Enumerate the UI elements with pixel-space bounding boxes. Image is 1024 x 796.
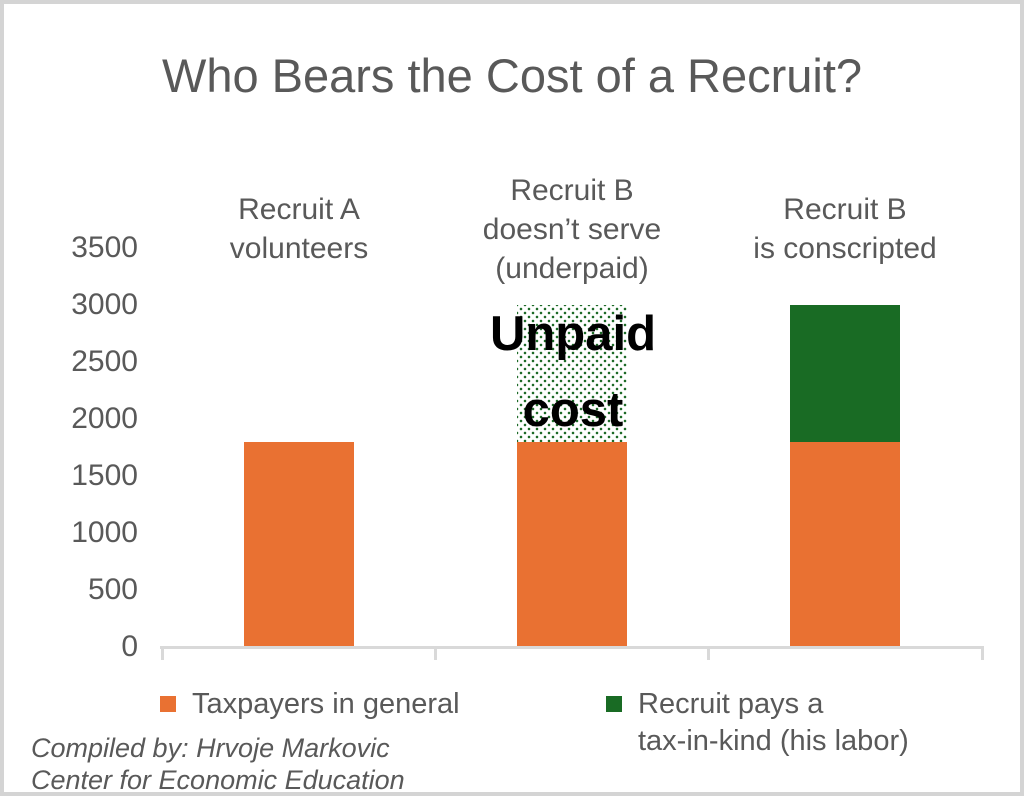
chart-title: Who Bears the Cost of a Recruit? [161,49,863,102]
unpaid-cost-annotation: Unpaid cost [489,307,657,437]
y-axis-tick-2500: 2500 [71,345,138,378]
category-label-recruit-b-conscripted: Recruit B is conscripted [753,193,937,265]
x-axis-tick-0 [160,646,164,660]
bar-segment-series0-cat1 [517,441,627,647]
legend-label-recruit-pays: Recruit pays a tax-in-kind (his labor) [638,688,909,757]
y-axis-tick-0: 0 [121,630,138,663]
bar-segment-series2-cat2 [790,305,901,442]
legend-item-recruit-pays: Recruit pays a tax-in-kind (his labor) [606,686,909,760]
legend-item-taxpayers: Taxpayers in general [160,686,460,723]
credit-line-1: Compiled by: Hrvoje Markovic [31,733,390,763]
x-axis-tick-2 [707,646,711,660]
bar-segment-series0-cat2 [790,441,901,647]
x-axis-line [160,646,984,649]
legend-swatch-green-icon [606,696,622,712]
y-axis-tick-3500: 3500 [71,231,138,264]
y-axis-tick-500: 500 [87,573,138,606]
credit-text: Compiled by: Hrvoje Markovic Center for … [31,732,405,795]
bar-segment-series0-cat0 [243,441,354,647]
legend-swatch-orange-icon [160,696,176,712]
category-label-recruit-b-doesnt-serve: Recruit B doesn’t serve (underpaid) [482,173,662,285]
bar-segment-series1-cat1 [517,305,627,442]
y-axis-tick-2000: 2000 [71,402,138,435]
legend-label-taxpayers: Taxpayers in general [192,688,460,720]
y-axis-tick-1500: 1500 [71,459,138,492]
credit-line-2: Center for Economic Education [31,765,405,795]
category-label-recruit-a-volunteers: Recruit A volunteers [229,193,369,265]
x-axis-tick-1 [433,646,437,660]
x-axis-tick-3 [980,646,984,660]
y-axis-tick-3000: 3000 [71,288,138,321]
y-axis-tick-1000: 1000 [71,516,138,549]
